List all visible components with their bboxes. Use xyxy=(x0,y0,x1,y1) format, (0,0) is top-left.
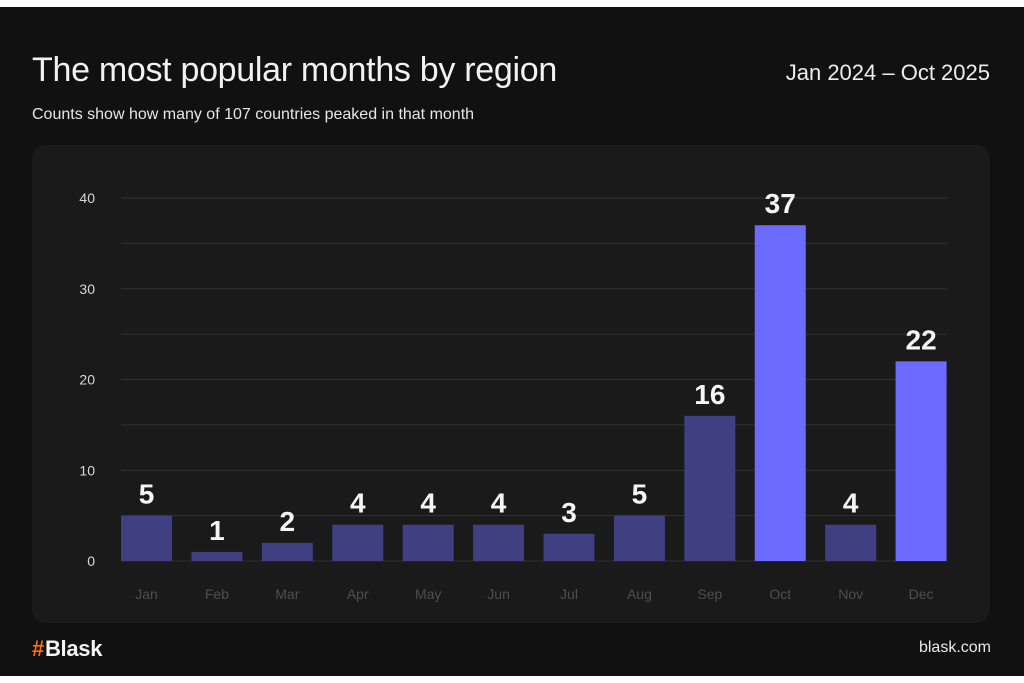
page-subtitle: Counts show how many of 107 countries pe… xyxy=(32,106,475,123)
data-label-may: 4 xyxy=(420,488,436,519)
data-label-jan: 5 xyxy=(139,479,155,510)
bar-sep[interactable] xyxy=(684,415,736,561)
bar-apr[interactable] xyxy=(332,524,384,561)
data-label-jun: 4 xyxy=(491,488,507,519)
data-label-nov: 4 xyxy=(843,488,859,519)
x-tick-label-dec: Dec xyxy=(909,586,934,602)
data-labels: 5 1 2 4 4 4 3 5 16 37 4 22 xyxy=(139,188,937,546)
x-tick-label-aug: Aug xyxy=(627,586,652,602)
data-label-jul: 3 xyxy=(561,497,577,528)
y-tick-label: 30 xyxy=(79,281,95,297)
x-tick-label-apr: Apr xyxy=(347,586,369,602)
blask-logo: # Blask xyxy=(32,636,102,662)
x-tick-label-jan: Jan xyxy=(135,586,158,602)
bar-nov[interactable] xyxy=(825,524,877,561)
data-label-oct: 37 xyxy=(765,188,796,219)
bar-jan[interactable] xyxy=(121,515,172,561)
x-axis-ticks: Jan Feb Mar Apr May Jun Jul Aug Sep Oct Nov Dec xyxy=(135,586,933,602)
site-url[interactable]: blask.com xyxy=(918,639,991,656)
bar-may[interactable] xyxy=(402,524,454,561)
bar-mar[interactable] xyxy=(261,542,313,561)
data-label-aug: 5 xyxy=(632,479,648,510)
bars xyxy=(121,225,947,561)
bar-dec[interactable] xyxy=(895,361,947,561)
bar-aug[interactable] xyxy=(613,515,665,561)
x-tick-label-jun: Jun xyxy=(487,586,510,602)
hash-logo-icon: # xyxy=(32,636,44,661)
x-tick-label-jul: Jul xyxy=(560,586,578,602)
bar-jun[interactable] xyxy=(473,524,525,561)
data-label-mar: 2 xyxy=(280,506,296,537)
data-label-apr: 4 xyxy=(350,488,366,519)
date-range: Jan 2024 – Oct 2025 xyxy=(785,60,990,85)
page-title: The most popular months by region xyxy=(32,51,557,89)
data-label-feb: 1 xyxy=(209,515,225,546)
y-tick-label: 10 xyxy=(79,462,95,478)
y-tick-label: 40 xyxy=(79,190,95,206)
bar-oct[interactable] xyxy=(754,225,806,561)
y-tick-label: 0 xyxy=(87,553,95,569)
gridlines xyxy=(121,197,947,562)
bar-feb[interactable] xyxy=(191,551,243,561)
x-tick-label-sep: Sep xyxy=(697,586,722,602)
logo-text: Blask xyxy=(44,636,103,661)
x-tick-label-mar: Mar xyxy=(275,586,299,602)
x-tick-label-may: May xyxy=(415,586,441,602)
y-axis-ticks: 0 10 20 30 40 xyxy=(79,190,95,569)
x-tick-label-nov: Nov xyxy=(838,586,863,602)
y-tick-label: 20 xyxy=(79,372,95,388)
data-label-dec: 22 xyxy=(906,324,937,355)
bar-jul[interactable] xyxy=(543,533,595,561)
data-label-sep: 16 xyxy=(694,379,725,410)
x-tick-label-oct: Oct xyxy=(769,586,791,602)
x-tick-label-feb: Feb xyxy=(205,586,229,602)
